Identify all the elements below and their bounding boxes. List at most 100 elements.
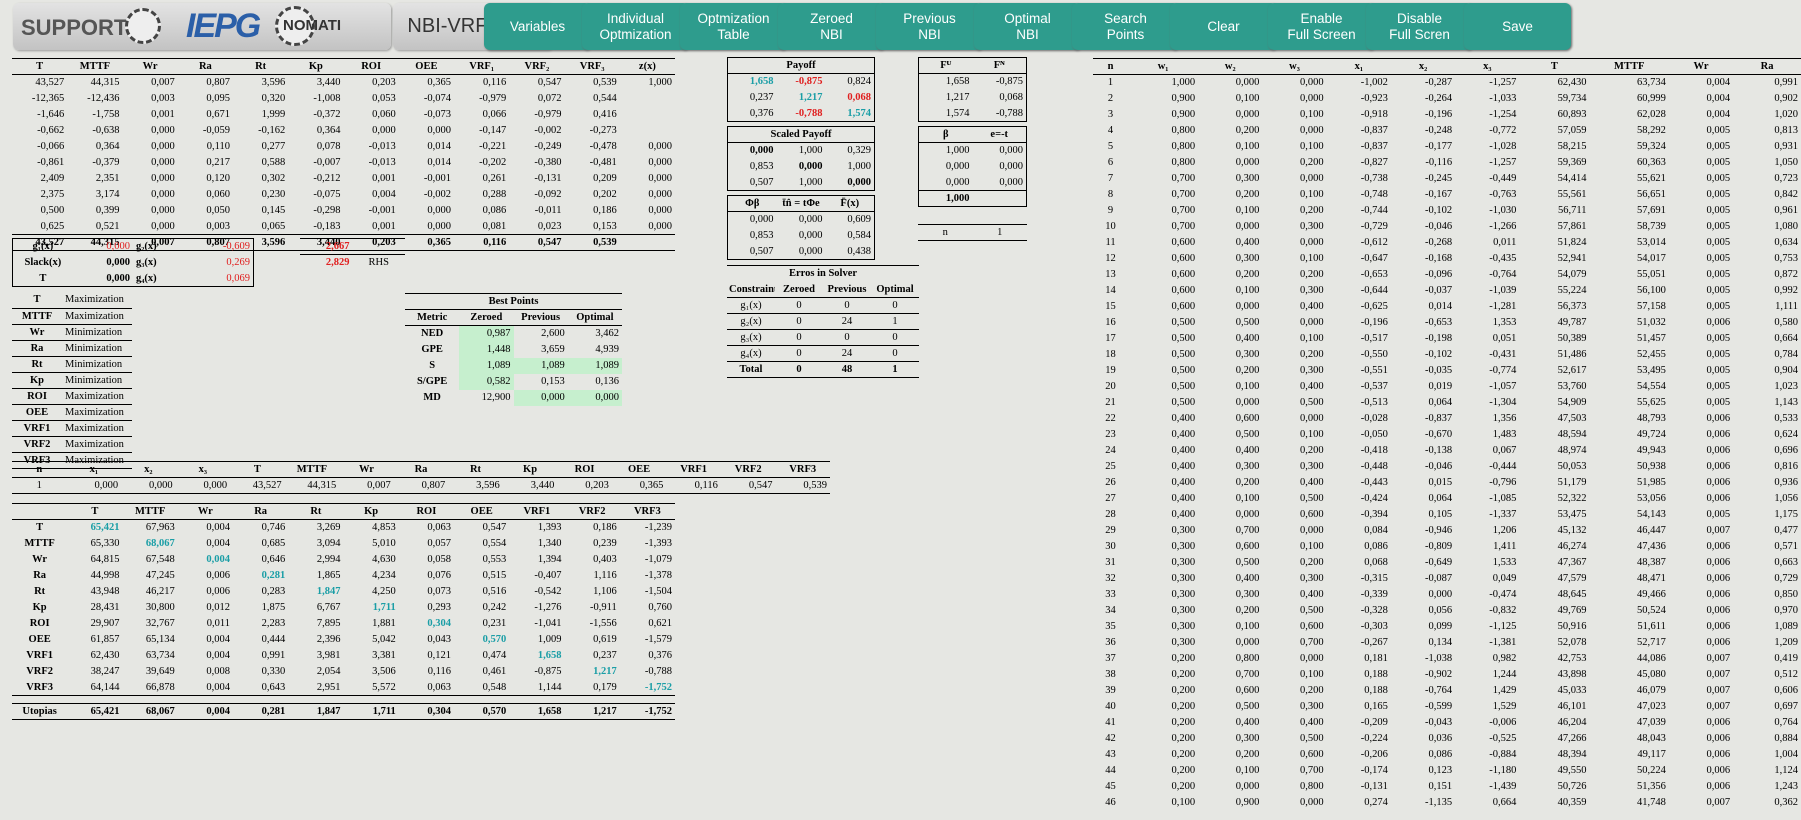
table-cell: 0,100 [1235,285,1260,296]
enable-full-screen-button[interactable]: Enable Full Screen [1268,3,1375,50]
table-cell: 0,444 [261,634,286,645]
table-cell: -0,875 [795,76,823,88]
individual-optimization-button[interactable]: Individual Optmization [582,3,689,50]
clear-button[interactable]: Clear [1170,3,1277,50]
table-cell: -1,057 [1489,381,1517,392]
previous-nbi-button[interactable]: Previous NBI [876,3,983,50]
table-cell: 49,943 [1637,445,1666,456]
table-cell: 0,300 [1171,637,1196,648]
table-cell: GPE [421,344,443,355]
optimization-table-button[interactable]: Optmization Table [680,3,787,50]
table-cell: 28,431 [90,602,120,613]
table-cell: 0,000 [648,189,672,200]
table-cell: -1,257 [1489,157,1517,168]
table-cell: 0,006 [1706,413,1731,424]
table-cell: 0,364 [316,125,341,136]
table-cell: 0,000 [567,389,622,406]
table-row: 9 0,700 0,100 0,200 -0,744 -0,102 -1,030 56,711… [1093,203,1801,219]
table-cell: 0,000 [372,125,396,136]
table-cell: 0,005 [1706,509,1731,520]
table-cell: 50,726 [1557,781,1587,792]
column-header: MTTF [1614,61,1645,72]
column-header: Ra [198,61,212,72]
table-cell: 0,624 [1774,429,1798,440]
table-cell: 0,000 [513,389,568,406]
table-cell: 0,120 [206,173,230,184]
save-button[interactable]: Save [1464,3,1571,50]
payoff-matrix-table: T MTTF Wr Ra Rt Kp ROI OEE VRF1 VRF2 VRF3 T 65,421 67… [12,503,675,720]
table-cell: 18 [1105,349,1116,360]
table-cell: 0,000 [106,257,130,268]
table-row: MTTF Maximization [12,308,132,324]
table-cell: -1,281 [1489,301,1517,312]
n-value: 1 [997,227,1003,238]
table-cell: 3,659 [541,344,565,355]
table-cell: 0,008 [206,666,230,677]
table-cell: 1,847 [316,586,341,597]
table-cell: 0,100 [1235,93,1260,104]
table-row: Metric Zeroed Previous Optimal [405,310,622,326]
table-row: 12 0,600 0,300 0,100 -0,647 -0,168 -0,435 52,94… [1093,251,1801,267]
search-points-button[interactable]: Search Points [1072,3,1179,50]
table-row: VRF1 62,430 63,734 0,004 0,991 3,981 3,381 0,12… [12,648,675,664]
table-cell: 1 [36,480,42,491]
table-cell: 0,000 [999,161,1023,172]
variables-button[interactable]: Variables [484,3,591,50]
table-cell: -0,649 [1425,557,1453,568]
table-cell: 48,974 [1557,445,1587,456]
table-row: n w₁ w₂ w₃ x₁ x₂ x₃ T MTTF Wr Ra [1093,58,1801,75]
table-cell: 0,014 [427,141,451,152]
table-cell: 0,600 [1171,237,1196,248]
table-cell: 58,215 [1557,141,1587,152]
table-cell: 0,000 [151,220,175,232]
table-cell: 0,800 [1235,653,1260,664]
table-cell: 44 [1105,765,1116,776]
table-cell: 0,500 [1171,349,1196,360]
table-cell: -0,662 [37,125,65,136]
table-cell: 0,000 [648,141,672,152]
optimal-nbi-button[interactable]: Optimal NBI [974,3,1081,50]
table-row: -1,646 -1,758 0,001 0,671 1,999 -0,372 0,060 -0… [12,107,675,123]
table-cell: -0,209 [1360,717,1388,728]
table-row: 0,000 1,000 0,329 [728,143,875,159]
table-cell: 0,400 [1171,509,1196,520]
table-cell: 54,414 [1557,173,1587,184]
table-cell: 0,516 [482,586,507,597]
table-row: 5 0,800 0,100 0,100 -0,837 -0,177 -1,028 58,215… [1093,139,1801,155]
table-cell: 56,100 [1637,285,1666,296]
column-header: z(x) [638,61,656,72]
table-cell: 0,000 [1300,525,1324,536]
table-cell: 1,000 [648,77,672,89]
table-cell: 3,381 [372,650,396,661]
table-cell: 44,998 [90,570,120,581]
table-cell: 0,400 [1235,573,1260,584]
column-header: Wr [1693,61,1709,72]
zeroed-nbi-button[interactable]: Zeroed NBI [778,3,885,50]
table-cell: 0,095 [206,93,230,104]
table-cell: 0,004 [206,538,230,549]
table-cell: 0,006 [1706,621,1731,632]
table-row: 42 0,200 0,300 0,500 -0,224 0,036 -0,525 47,266… [1093,731,1801,747]
table-cell: 0,065 [261,220,286,232]
total-cell: 0,203 [372,237,396,248]
table-cell: 0,400 [1171,429,1196,440]
disable-full-screen-button[interactable]: Disable Full Scren [1366,3,1473,50]
table-cell: 0,000 [94,480,119,491]
table-cell: 0,277 [261,141,286,152]
table-row: S/GPE 0,582 0,153 0,136 [405,373,622,390]
table-cell: Slack(x) [24,257,62,268]
objective-name: Wr [29,326,45,338]
table-row: Kp Minimization [12,372,132,388]
table-cell: 0,588 [261,157,286,168]
table-row: 24 0,400 0,400 0,200 -0,418 -0,138 0,067 48,974… [1093,443,1801,459]
table-cell: 0,001 [372,173,396,184]
table-cell: -0,764 [1425,685,1453,696]
utopia-cell: -1,752 [644,706,672,717]
table-cell: -0,644 [1360,285,1388,296]
table-cell: 0,300 [1171,525,1196,536]
table-cell: 0,600 [1235,413,1260,424]
column-header: VRF₃ [579,61,605,72]
table-cell: 47,023 [1637,701,1666,712]
total-cell: 0,807 [206,237,230,248]
table-cell: 0,600 [1300,621,1324,632]
